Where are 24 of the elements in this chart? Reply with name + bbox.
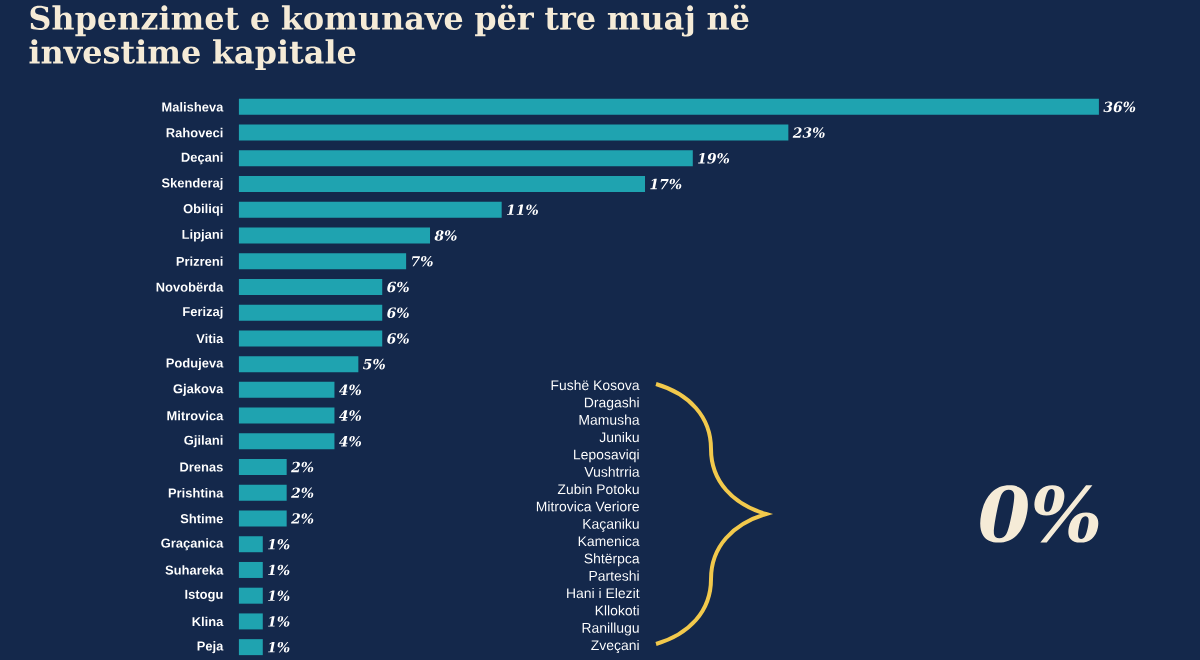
bar [238,510,287,527]
bar [238,536,263,553]
bar [238,433,335,450]
bar [238,98,1099,115]
bar [238,587,263,604]
bar [238,484,287,501]
chart-title: Shpenzimet e komunave për tre muaj në investime kapitale [29,4,749,71]
bar [238,330,383,347]
bar [238,304,383,321]
bar [238,561,263,578]
annotation: 0% [980,485,1099,543]
bar [238,124,789,141]
bar [238,639,263,656]
bar [238,176,646,193]
bar [238,613,263,630]
bar [238,150,693,167]
bar [238,253,407,270]
bar [238,459,287,476]
bar [238,381,335,398]
bar [238,407,335,424]
bar [238,227,431,244]
bar [238,356,359,373]
bar [238,201,502,218]
bar [238,278,383,295]
